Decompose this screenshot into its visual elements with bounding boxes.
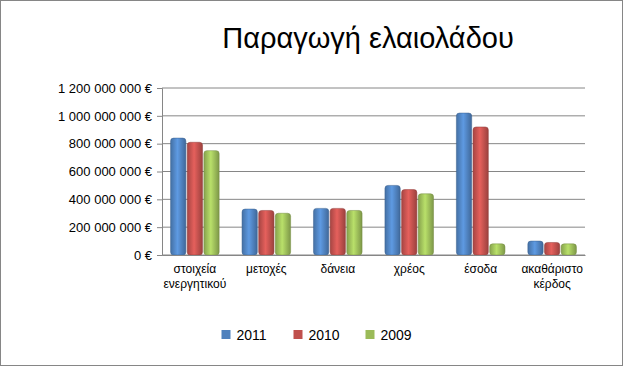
y-tick-mark — [157, 227, 162, 228]
bar — [456, 113, 471, 255]
chart-title: Παραγωγή ελαιολάδου — [222, 22, 514, 54]
legend: 2011 2010 2009 — [222, 327, 412, 343]
y-tick-label: 1 200 000 000 € — [58, 81, 153, 96]
y-tick: 0 € — [134, 248, 162, 263]
legend-swatch — [222, 330, 231, 339]
x-tick-label: μετοχές — [246, 262, 287, 276]
x-tick: δάνεια — [320, 255, 355, 276]
x-tick-label-line: χρέος — [394, 262, 425, 276]
x-tick-label-line: δάνεια — [320, 262, 355, 276]
x-tick: ακαθάριστοκέρδος — [521, 255, 583, 291]
bar — [242, 209, 257, 255]
x-tick-label-line: μετοχές — [246, 262, 287, 276]
y-tick-mark — [157, 88, 162, 89]
x-tick-label: ακαθάριστοκέρδος — [521, 262, 583, 291]
x-tick-label-line: στοιχεία — [174, 262, 217, 276]
y-tick-mark — [157, 116, 162, 117]
x-tick-label-line: ενεργητικού — [164, 277, 227, 291]
bar — [259, 210, 274, 255]
bar — [385, 185, 400, 255]
bar — [330, 208, 345, 255]
y-tick-label: 600 000 000 € — [69, 164, 153, 179]
bar — [204, 151, 219, 255]
x-tick-label-line: ακαθάριστο — [521, 262, 583, 276]
y-tick: 800 000 000 € — [69, 136, 162, 151]
bar — [528, 241, 543, 255]
bar — [561, 244, 576, 255]
bars — [171, 113, 577, 255]
y-tick: 400 000 000 € — [69, 192, 162, 207]
bar — [313, 208, 328, 255]
bar — [402, 190, 417, 255]
grid-line — [162, 88, 585, 89]
grid-line — [162, 227, 585, 228]
legend-label: 2010 — [309, 327, 340, 343]
chart-frame — [1, 1, 623, 366]
y-tick: 1 200 000 000 € — [58, 81, 162, 96]
bar — [418, 194, 433, 255]
bar — [473, 127, 488, 255]
y-tick-label: 1 000 000 000 € — [58, 108, 153, 123]
legend-swatch — [366, 330, 375, 339]
x-tick: χρέος — [394, 255, 425, 276]
y-tick-mark — [157, 172, 162, 173]
grid-line — [162, 115, 585, 116]
plot-area — [162, 88, 585, 255]
grid-line — [162, 171, 585, 172]
x-tick: μετοχές — [246, 255, 287, 276]
legend-swatch — [294, 330, 303, 339]
series — [187, 127, 560, 255]
x-axis: στοιχείαενεργητικού μετοχές δάνεια χρέος έσο… — [163, 255, 586, 291]
grid — [162, 88, 585, 255]
bar — [544, 242, 559, 255]
grid-line — [162, 199, 585, 200]
y-tick-label: 400 000 000 € — [69, 192, 153, 207]
x-tick-label: έσοδα — [464, 262, 497, 276]
series — [171, 113, 544, 255]
y-tick-label: 800 000 000 € — [69, 136, 153, 151]
y-tick-label: 0 € — [134, 248, 153, 263]
x-tick: στοιχείαενεργητικού — [164, 255, 227, 291]
y-tick-label: 200 000 000 € — [69, 220, 153, 235]
bar — [187, 142, 202, 255]
x-tick-label: χρέος — [394, 262, 425, 276]
y-tick: 200 000 000 € — [69, 220, 162, 235]
x-tick-label: δάνεια — [320, 262, 355, 276]
legend-label: 2011 — [237, 327, 267, 343]
series — [204, 151, 577, 255]
bar — [275, 213, 290, 255]
bar — [490, 244, 505, 255]
legend-item: 2011 — [222, 327, 267, 343]
grid-line — [162, 255, 585, 256]
chart: Παραγωγή ελαιολάδου 0 € 200 000 000 € 400 0… — [0, 0, 623, 366]
x-tick: έσοδα — [464, 255, 497, 276]
x-tick-label: στοιχείαενεργητικού — [164, 262, 227, 291]
x-tick-label-line: έσοδα — [464, 262, 497, 276]
legend-item: 2010 — [294, 327, 340, 343]
y-tick-mark — [157, 199, 162, 200]
x-axis-line — [163, 255, 586, 256]
y-axis-line — [157, 89, 163, 256]
plot: 0 € 200 000 000 € 400 000 000 € 600 000 000… — [58, 81, 585, 291]
y-tick-mark — [157, 255, 162, 256]
y-axis: 0 € 200 000 000 € 400 000 000 € 600 000 000… — [58, 81, 162, 263]
bar — [171, 138, 186, 255]
y-tick-mark — [157, 144, 162, 145]
x-tick-label-line: κέρδος — [533, 277, 571, 291]
legend-item: 2009 — [366, 327, 412, 343]
y-tick: 600 000 000 € — [69, 164, 162, 179]
y-tick: 1 000 000 000 € — [58, 108, 162, 123]
legend-label: 2009 — [381, 327, 412, 343]
grid-line — [162, 143, 585, 144]
bar — [347, 210, 362, 255]
